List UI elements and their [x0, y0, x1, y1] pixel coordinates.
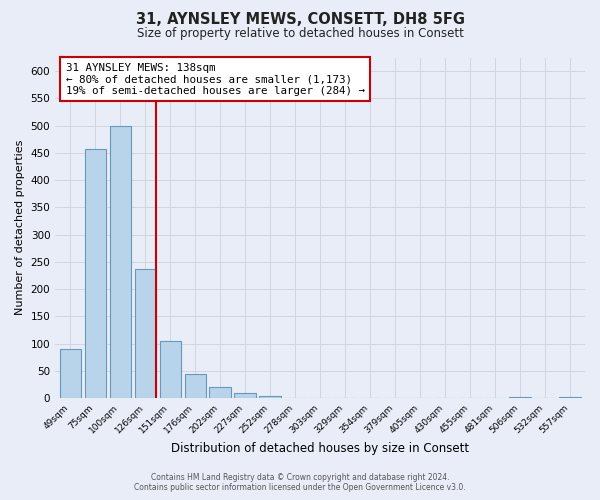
Bar [85, 149, 106, 398]
Bar [559, 397, 581, 398]
X-axis label: Distribution of detached houses by size in Consett: Distribution of detached houses by size … [171, 442, 469, 455]
Text: 31, AYNSLEY MEWS, CONSETT, DH8 5FG: 31, AYNSLEY MEWS, CONSETT, DH8 5FG [136, 12, 464, 28]
Bar [235, 392, 256, 398]
Bar [509, 397, 530, 398]
Text: 31 AYNSLEY MEWS: 138sqm
← 80% of detached houses are smaller (1,173)
19% of semi: 31 AYNSLEY MEWS: 138sqm ← 80% of detache… [66, 62, 365, 96]
Bar [110, 126, 131, 398]
Text: Size of property relative to detached houses in Consett: Size of property relative to detached ho… [137, 28, 463, 40]
Bar [59, 349, 81, 398]
Bar [185, 374, 206, 398]
Text: Contains HM Land Registry data © Crown copyright and database right 2024.
Contai: Contains HM Land Registry data © Crown c… [134, 473, 466, 492]
Bar [134, 269, 156, 398]
Bar [259, 396, 281, 398]
Y-axis label: Number of detached properties: Number of detached properties [15, 140, 25, 316]
Bar [209, 387, 231, 398]
Bar [160, 341, 181, 398]
